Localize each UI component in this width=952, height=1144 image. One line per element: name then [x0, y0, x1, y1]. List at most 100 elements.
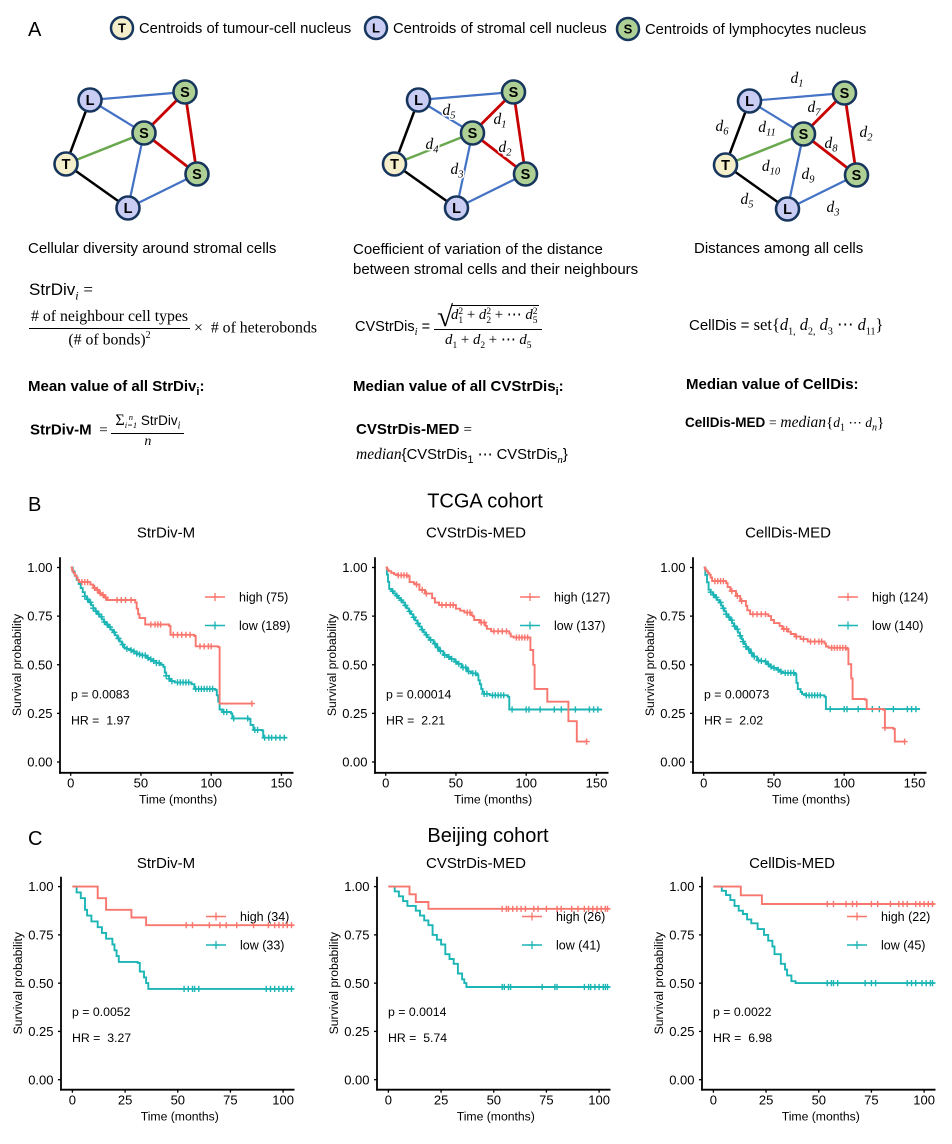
- svg-text:L: L: [745, 94, 754, 110]
- svg-text:p = 0.0022: p = 0.0022: [713, 1005, 772, 1019]
- svg-text:Time (months): Time (months): [782, 1110, 860, 1124]
- svg-text:75: 75: [539, 1093, 553, 1108]
- svg-text:0.75: 0.75: [344, 928, 369, 943]
- svg-text:0.25: 0.25: [28, 1024, 53, 1039]
- svg-text:low (45): low (45): [881, 939, 925, 953]
- svg-text:50: 50: [171, 1093, 185, 1108]
- svg-text:Centroids of tumour-cell nucle: Centroids of tumour-cell nucleus: [139, 21, 351, 37]
- svg-text:100: 100: [515, 776, 537, 791]
- svg-text:1.00: 1.00: [660, 560, 685, 575]
- svg-text:S: S: [521, 167, 531, 183]
- svg-text:L: L: [372, 21, 380, 36]
- svg-text:high (22): high (22): [881, 910, 930, 924]
- svg-text:Survival probability: Survival probability: [652, 931, 666, 1034]
- svg-text:T: T: [721, 158, 730, 174]
- svg-text:L: L: [452, 201, 461, 217]
- svg-text:0.25: 0.25: [344, 1024, 369, 1039]
- svg-text:HR = 1.97: HR = 1.97: [71, 714, 130, 728]
- svg-text:S: S: [852, 168, 862, 184]
- svg-text:L: L: [86, 93, 95, 109]
- svg-text:d5: d5: [741, 191, 754, 211]
- svg-text:150: 150: [271, 776, 293, 791]
- svg-text:L: L: [414, 93, 423, 109]
- svg-text:C: C: [28, 828, 42, 850]
- svg-text:d11: d11: [758, 119, 775, 139]
- svg-text:0.00: 0.00: [27, 755, 52, 770]
- svg-text:Time (months): Time (months): [141, 1110, 219, 1124]
- svg-text:L: L: [783, 202, 792, 218]
- svg-text:d5: d5: [443, 102, 456, 122]
- svg-text:low (140): low (140): [872, 619, 923, 633]
- svg-text:75: 75: [864, 1093, 878, 1108]
- svg-text:0.00: 0.00: [669, 1072, 694, 1087]
- svg-text:50: 50: [134, 776, 148, 791]
- svg-text:p = 0.00014: p = 0.00014: [386, 688, 451, 702]
- svg-text:d9: d9: [802, 166, 816, 186]
- svg-text:Survival probability: Survival probability: [327, 931, 341, 1034]
- svg-text:0: 0: [710, 1093, 717, 1108]
- svg-text:p = 0.00073: p = 0.00073: [704, 688, 769, 702]
- svg-text:0: 0: [385, 1093, 392, 1108]
- svg-text:Centroids of lymphocytes nucle: Centroids of lymphocytes nucleus: [645, 22, 866, 38]
- svg-text:CVStrDis-MED: CVStrDis-MED: [426, 855, 526, 872]
- svg-text:S: S: [192, 167, 202, 183]
- svg-text:StrDiv-M: StrDiv-M: [137, 525, 195, 542]
- svg-text:high (75): high (75): [239, 591, 288, 605]
- svg-text:50: 50: [767, 776, 781, 791]
- svg-text:Beijing cohort: Beijing cohort: [427, 825, 549, 847]
- svg-text:TCGA cohort: TCGA cohort: [427, 491, 543, 513]
- svg-text:Time (months): Time (months): [772, 793, 850, 807]
- svg-text:0: 0: [382, 776, 389, 791]
- svg-text:0: 0: [67, 776, 74, 791]
- svg-text:p = 0.0014: p = 0.0014: [388, 1005, 447, 1019]
- svg-text:100: 100: [588, 1093, 610, 1108]
- svg-text:HR = 5.74: HR = 5.74: [388, 1031, 447, 1045]
- svg-text:50: 50: [812, 1093, 826, 1108]
- svg-text:HR = 3.27: HR = 3.27: [72, 1031, 131, 1045]
- svg-text:high (26): high (26): [556, 910, 605, 924]
- svg-text:CellDis-MED: CellDis-MED: [745, 525, 831, 542]
- svg-text:1.00: 1.00: [344, 879, 369, 894]
- svg-text:S: S: [139, 126, 149, 142]
- svg-text:25: 25: [118, 1093, 132, 1108]
- svg-text:Survival probability: Survival probability: [325, 613, 339, 716]
- svg-text:B: B: [28, 494, 41, 516]
- svg-text:100: 100: [272, 1093, 294, 1108]
- svg-text:CellDis-MED: CellDis-MED: [749, 855, 835, 872]
- svg-text:Survival probability: Survival probability: [10, 613, 24, 716]
- svg-text:0.50: 0.50: [669, 976, 694, 991]
- svg-text:high (127): high (127): [554, 591, 610, 605]
- svg-text:high (124): high (124): [872, 591, 928, 605]
- svg-text:1.00: 1.00: [27, 560, 52, 575]
- svg-text:d2: d2: [499, 139, 513, 159]
- svg-text:d10: d10: [762, 158, 781, 178]
- svg-text:150: 150: [904, 776, 926, 791]
- svg-text:d3: d3: [451, 161, 464, 181]
- svg-text:d8: d8: [825, 135, 839, 155]
- svg-text:p = 0.0052: p = 0.0052: [72, 1005, 131, 1019]
- svg-text:1.00: 1.00: [28, 879, 53, 894]
- svg-text:100: 100: [200, 776, 222, 791]
- svg-text:low (33): low (33): [240, 939, 284, 953]
- svg-text:S: S: [468, 126, 478, 142]
- svg-text:p = 0.0083: p = 0.0083: [71, 688, 130, 702]
- svg-text:25: 25: [759, 1093, 773, 1108]
- svg-text:d7: d7: [808, 99, 822, 119]
- svg-text:low (137): low (137): [554, 619, 605, 633]
- svg-text:0.00: 0.00: [660, 755, 685, 770]
- svg-text:0.50: 0.50: [28, 976, 53, 991]
- svg-text:d4: d4: [426, 136, 440, 156]
- svg-text:d3: d3: [827, 199, 840, 219]
- svg-text:Survival probability: Survival probability: [11, 931, 25, 1034]
- svg-text:100: 100: [913, 1093, 935, 1108]
- svg-text:Time (months): Time (months): [454, 793, 532, 807]
- svg-text:0.75: 0.75: [669, 928, 694, 943]
- svg-text:75: 75: [223, 1093, 237, 1108]
- svg-text:0.75: 0.75: [660, 609, 685, 624]
- svg-text:Time (months): Time (months): [457, 1110, 535, 1124]
- svg-text:0.25: 0.25: [669, 1024, 694, 1039]
- svg-text:150: 150: [586, 776, 608, 791]
- svg-text:0.50: 0.50: [27, 657, 52, 672]
- svg-text:HR = 2.02: HR = 2.02: [704, 714, 763, 728]
- svg-text:d2: d2: [860, 124, 874, 144]
